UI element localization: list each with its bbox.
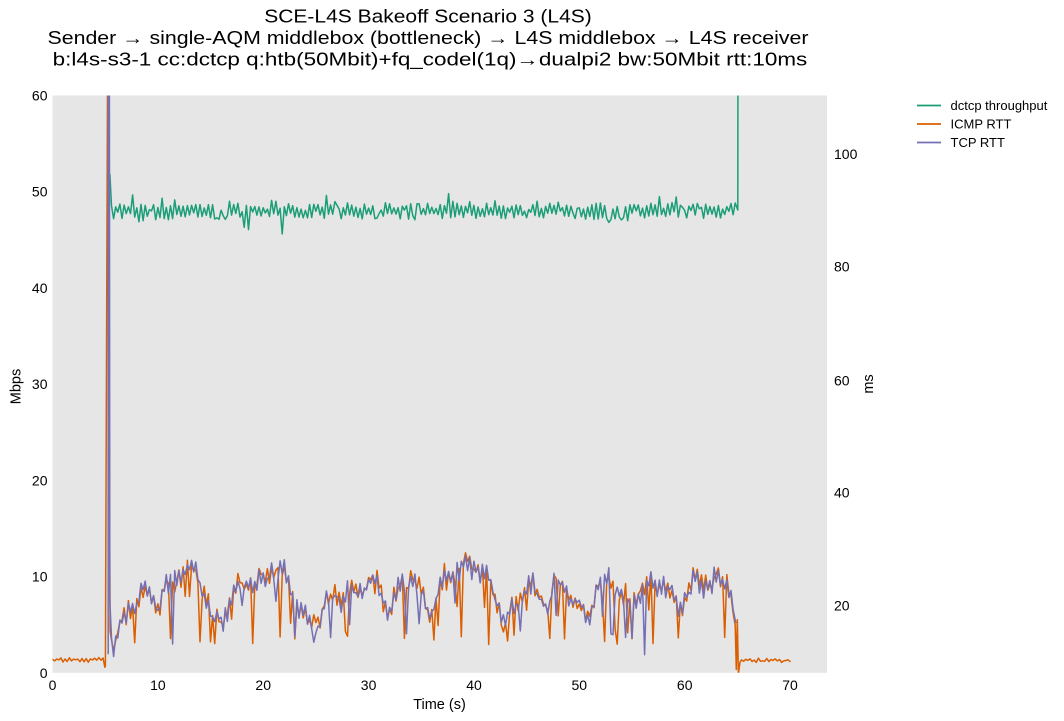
svg-text:50: 50 [32, 184, 48, 200]
svg-text:Time (s): Time (s) [413, 697, 466, 713]
svg-text:0: 0 [40, 665, 48, 681]
svg-text:Sender → single-AQM middlebox: Sender → single-AQM middlebox (bottlenec… [48, 28, 809, 48]
svg-text:10: 10 [150, 677, 166, 693]
svg-text:40: 40 [32, 280, 48, 296]
svg-text:40: 40 [466, 677, 482, 693]
svg-text:70: 70 [782, 677, 798, 693]
svg-text:50: 50 [572, 677, 588, 693]
svg-text:100: 100 [834, 146, 858, 162]
svg-text:80: 80 [834, 259, 850, 275]
svg-text:60: 60 [677, 677, 693, 693]
svg-text:TCP RTT: TCP RTT [951, 135, 1005, 150]
svg-text:30: 30 [32, 376, 48, 392]
svg-text:0: 0 [49, 677, 57, 693]
svg-text:60: 60 [834, 373, 850, 389]
svg-text:b:l4s-s3-1 cc:dctcp q:htb(50Mb: b:l4s-s3-1 cc:dctcp q:htb(50Mbit)+fq_cod… [53, 49, 808, 70]
svg-text:30: 30 [361, 677, 377, 693]
svg-text:20: 20 [255, 677, 271, 693]
svg-text:20: 20 [32, 472, 48, 488]
svg-text:40: 40 [834, 485, 850, 501]
svg-text:10: 10 [32, 569, 48, 585]
svg-text:ms: ms [861, 374, 877, 393]
svg-text:ICMP RTT: ICMP RTT [951, 117, 1012, 132]
svg-text:dctcp throughput: dctcp throughput [951, 98, 1048, 113]
svg-text:SCE-L4S Bakeoff Scenario 3 (L4: SCE-L4S Bakeoff Scenario 3 (L4S) [264, 6, 592, 26]
svg-text:20: 20 [834, 598, 850, 614]
svg-text:Mbps: Mbps [9, 369, 25, 404]
svg-text:60: 60 [32, 88, 48, 104]
